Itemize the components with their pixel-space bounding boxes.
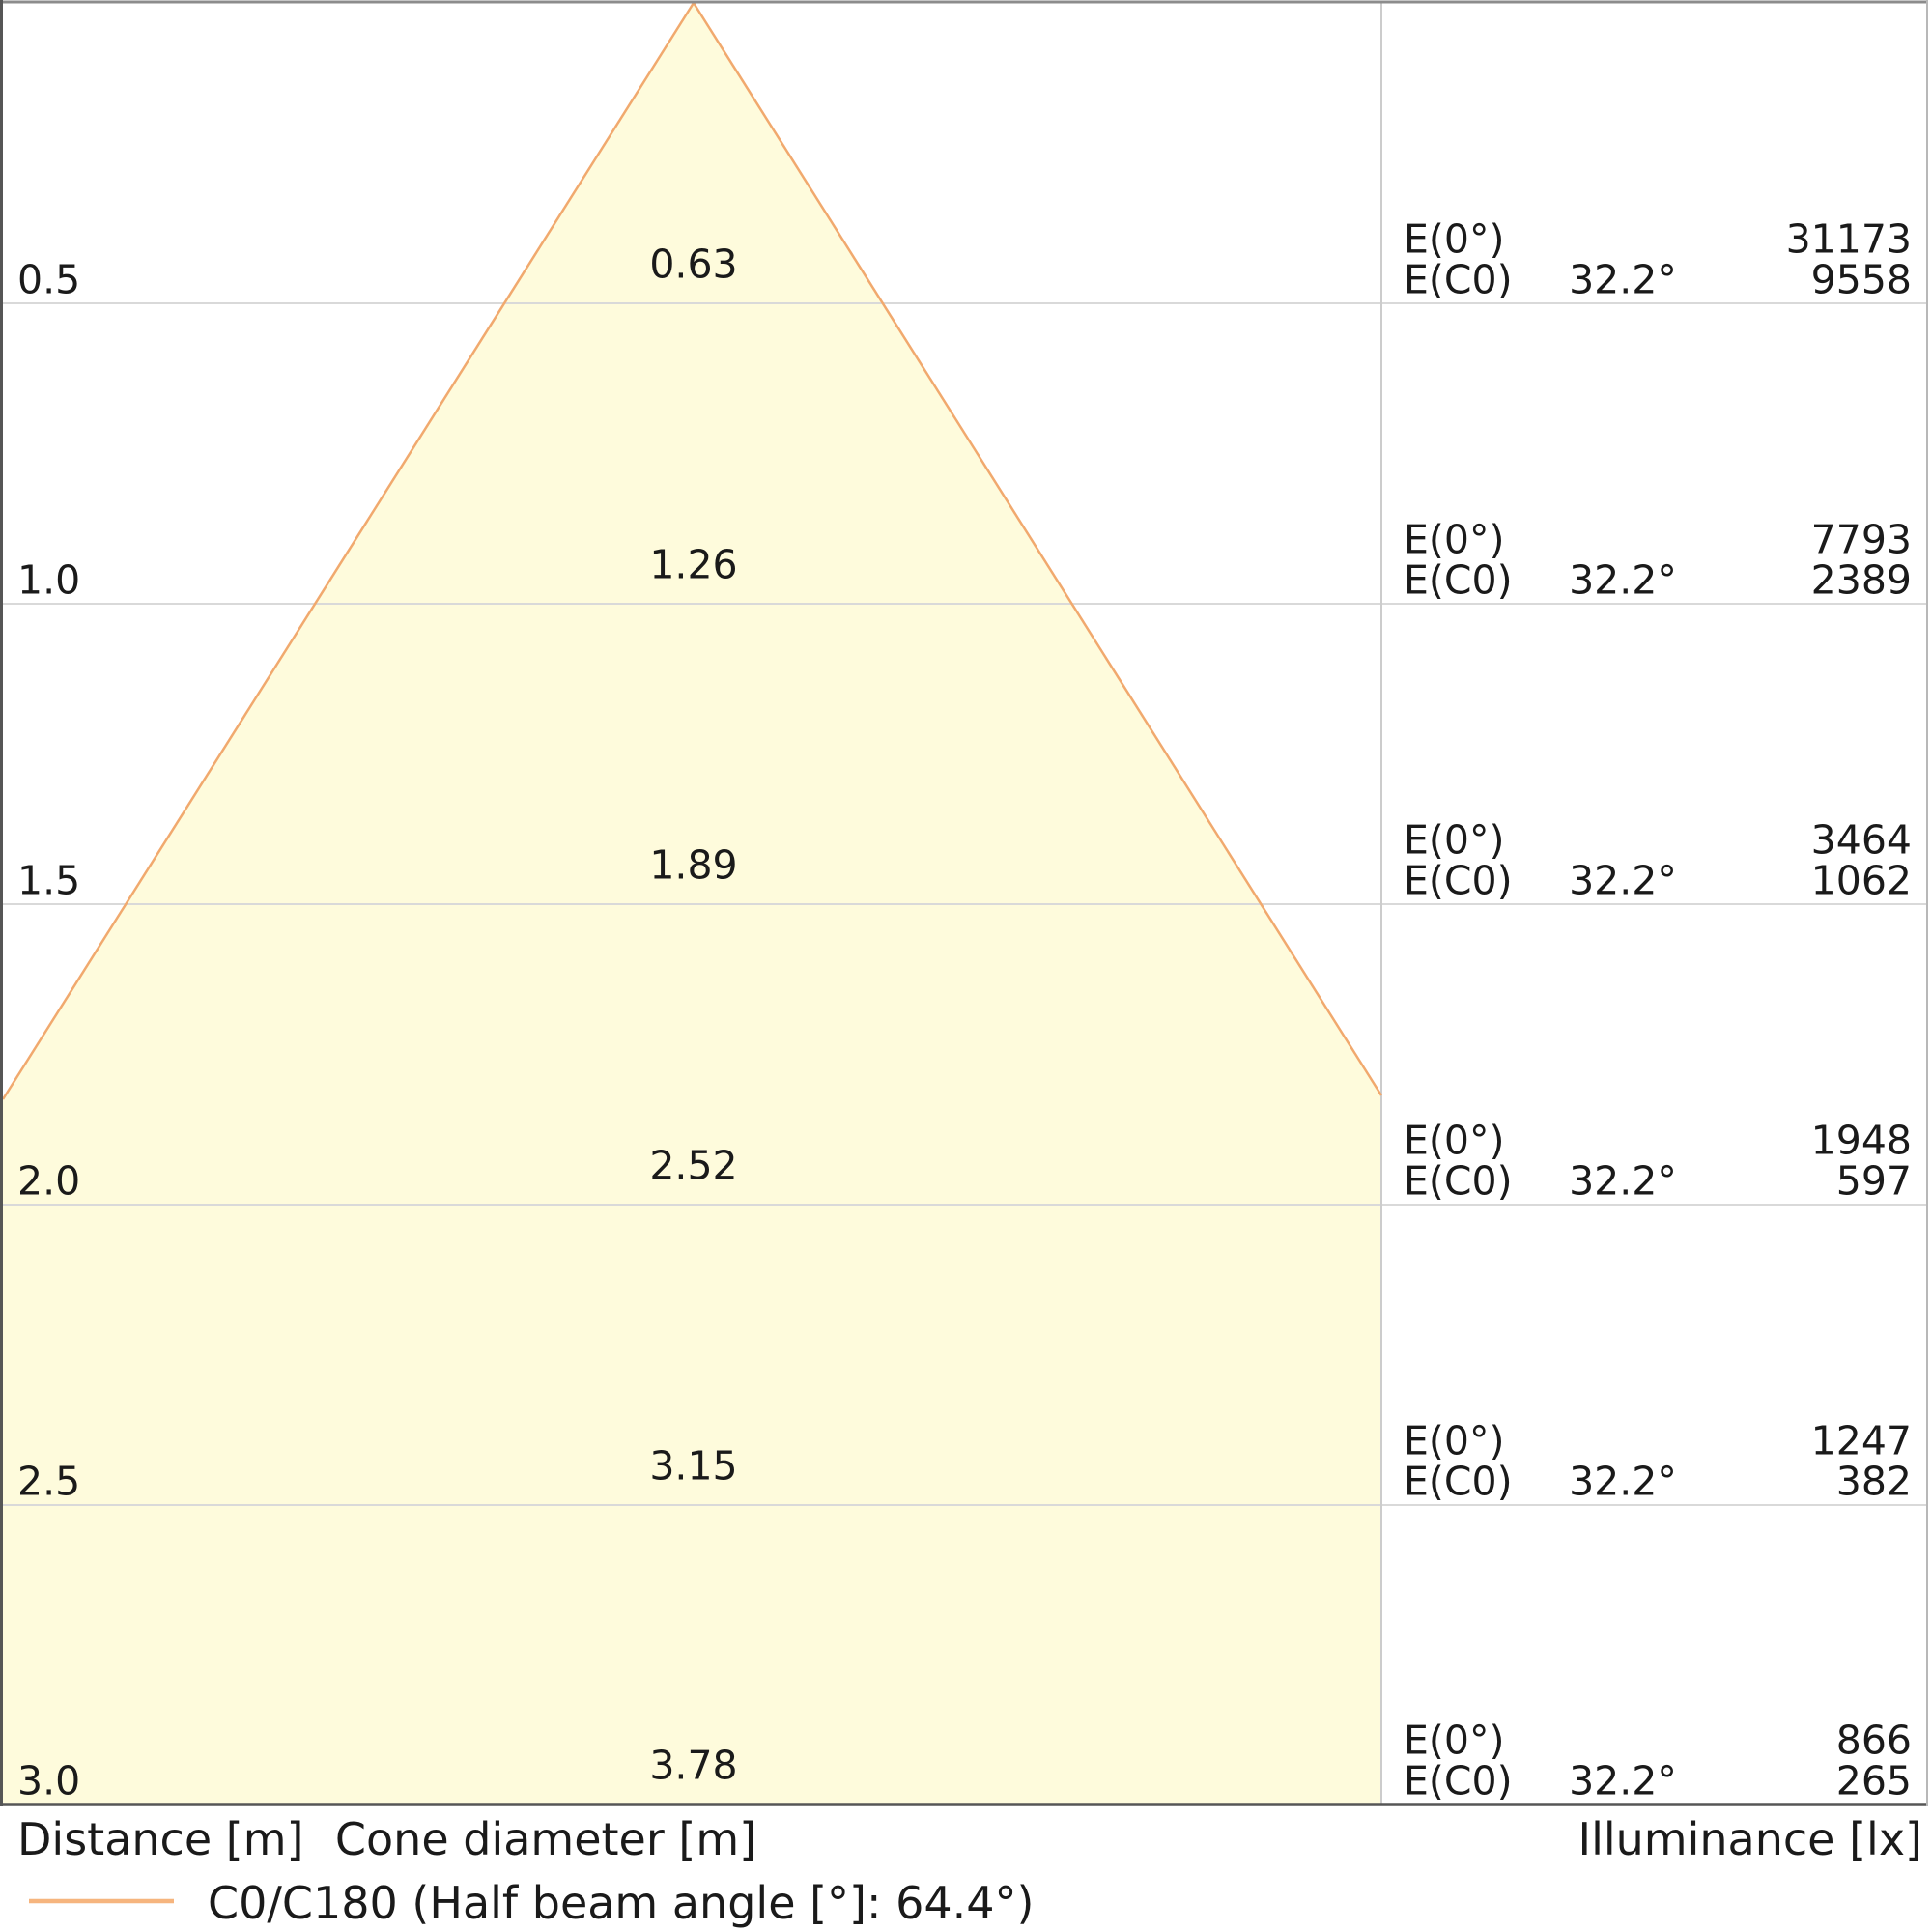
distance-value: 1.0 (17, 556, 81, 604)
ec0-illuminance-value: 382 (1835, 1458, 1912, 1505)
e0-illuminance-value: 3464 (1810, 816, 1912, 864)
ec0-illuminance-value: 265 (1835, 1757, 1912, 1804)
e0-row-label: E(0°) (1404, 1417, 1505, 1464)
beam-edge-line-right (692, 2, 1383, 1096)
ec0-angle-value: 32.2° (1569, 1157, 1677, 1205)
ec0-angle-value: 32.2° (1569, 1757, 1677, 1804)
gridlines (3, 302, 1926, 1506)
e0-row-label: E(0°) (1404, 1717, 1505, 1764)
ec0-row-label: E(C0) (1404, 1157, 1513, 1205)
e0-illuminance-value: 866 (1835, 1717, 1912, 1764)
ec0-illuminance-value: 597 (1835, 1157, 1912, 1205)
beam-edge-lines (1, 2, 1383, 1100)
cone-diameter-value: 2.52 (649, 1142, 738, 1189)
legend-label: C0/C180 (Half beam angle [°]: 64.4°) (208, 1876, 1035, 1929)
beam-edge-line-left (1, 2, 696, 1100)
beam-cone-fill (3, 3, 1381, 1804)
distance-value: 1.5 (17, 857, 81, 904)
distance-value: 0.5 (17, 256, 81, 303)
ec0-illuminance-value: 1062 (1810, 857, 1912, 904)
ec0-row-label: E(C0) (1404, 256, 1513, 303)
e0-illuminance-value: 7793 (1810, 516, 1912, 563)
ec0-illuminance-value: 2389 (1810, 556, 1912, 604)
cone-diameter-axis-label: Cone diameter [m] (334, 1812, 757, 1865)
distance-value: 2.0 (17, 1157, 81, 1205)
ec0-angle-value: 32.2° (1569, 857, 1677, 904)
e0-illuminance-value: 1247 (1810, 1417, 1912, 1464)
e0-illuminance-value: 1948 (1810, 1117, 1912, 1164)
ec0-row-label: E(C0) (1404, 1757, 1513, 1804)
e0-row-label: E(0°) (1404, 1117, 1505, 1164)
ec0-row-label: E(C0) (1404, 1458, 1513, 1505)
illuminance-axis-label: Illuminance [lx] (1577, 1812, 1922, 1865)
ec0-illuminance-value: 9558 (1810, 256, 1912, 303)
cone-diameter-value: 1.26 (649, 541, 738, 588)
ec0-angle-value: 32.2° (1569, 1458, 1677, 1505)
ec0-row-label: E(C0) (1404, 556, 1513, 604)
distance-value: 2.5 (17, 1458, 81, 1505)
cone-diameter-value: 3.78 (649, 1742, 738, 1789)
e0-illuminance-value: 31173 (1785, 215, 1912, 263)
e0-row-label: E(0°) (1404, 816, 1505, 864)
cone-diameter-value: 1.89 (649, 841, 738, 889)
cone-diameter-value: 3.15 (649, 1442, 738, 1490)
ec0-row-label: E(C0) (1404, 857, 1513, 904)
distance-axis-label: Distance [m] (17, 1812, 304, 1865)
distance-value: 3.0 (17, 1757, 81, 1804)
cone-diameter-value: 0.63 (649, 241, 738, 288)
ec0-angle-value: 32.2° (1569, 556, 1677, 604)
e0-row-label: E(0°) (1404, 215, 1505, 263)
ec0-angle-value: 32.2° (1569, 256, 1677, 303)
e0-row-label: E(0°) (1404, 516, 1505, 563)
